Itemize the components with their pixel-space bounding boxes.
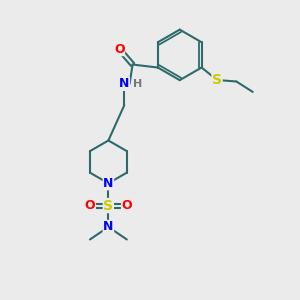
Text: H: H (133, 79, 142, 89)
Text: S: S (212, 73, 222, 87)
Text: N: N (119, 77, 129, 90)
Text: N: N (103, 220, 114, 233)
Text: S: S (103, 199, 113, 213)
Text: O: O (85, 199, 95, 212)
Text: O: O (122, 199, 132, 212)
Text: O: O (114, 43, 124, 56)
Text: N: N (103, 177, 114, 190)
